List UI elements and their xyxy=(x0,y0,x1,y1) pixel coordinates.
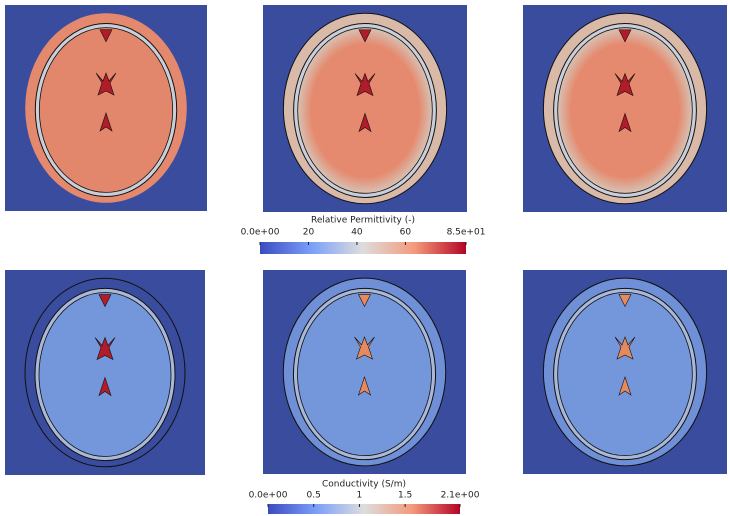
colorbar-tick-label: 1.5 xyxy=(398,491,412,501)
colorbar xyxy=(260,242,466,254)
figure: Relative Permittivity (-) 0.0e+00 20 40 60 8.… xyxy=(0,0,730,516)
brain xyxy=(39,293,171,457)
brain xyxy=(298,28,433,194)
colorbar-tick-label: 2.1e+00 xyxy=(441,491,480,501)
brain-panel xyxy=(263,5,467,212)
colorbar-tick-label: 20 xyxy=(303,228,315,238)
colorbar-tick-label: 8.5e+01 xyxy=(447,228,486,238)
brain-panel xyxy=(523,5,727,212)
colorbar-title: Relative Permittivity (-) xyxy=(311,216,415,226)
brain-panel xyxy=(263,270,466,474)
brain-panel xyxy=(5,5,207,211)
brain-panel xyxy=(523,270,727,474)
panels xyxy=(5,5,727,475)
colorbar-title: Conductivity (S/m) xyxy=(322,480,406,490)
colorbar xyxy=(268,504,460,514)
brain xyxy=(558,292,693,455)
colorbar-tick-label: 40 xyxy=(351,228,363,238)
brain xyxy=(298,292,432,455)
colorbar-tick-label: 0.0e+00 xyxy=(249,491,288,501)
colorbar-tick-label: 1 xyxy=(357,491,363,501)
colorbar-tick-label: 0.5 xyxy=(307,491,321,501)
colorbar-tick-label: 60 xyxy=(400,228,412,238)
brain-panel xyxy=(5,270,205,475)
brain xyxy=(558,28,693,194)
brain xyxy=(39,28,172,193)
colorbar-tick-label: 0.0e+00 xyxy=(241,228,280,238)
